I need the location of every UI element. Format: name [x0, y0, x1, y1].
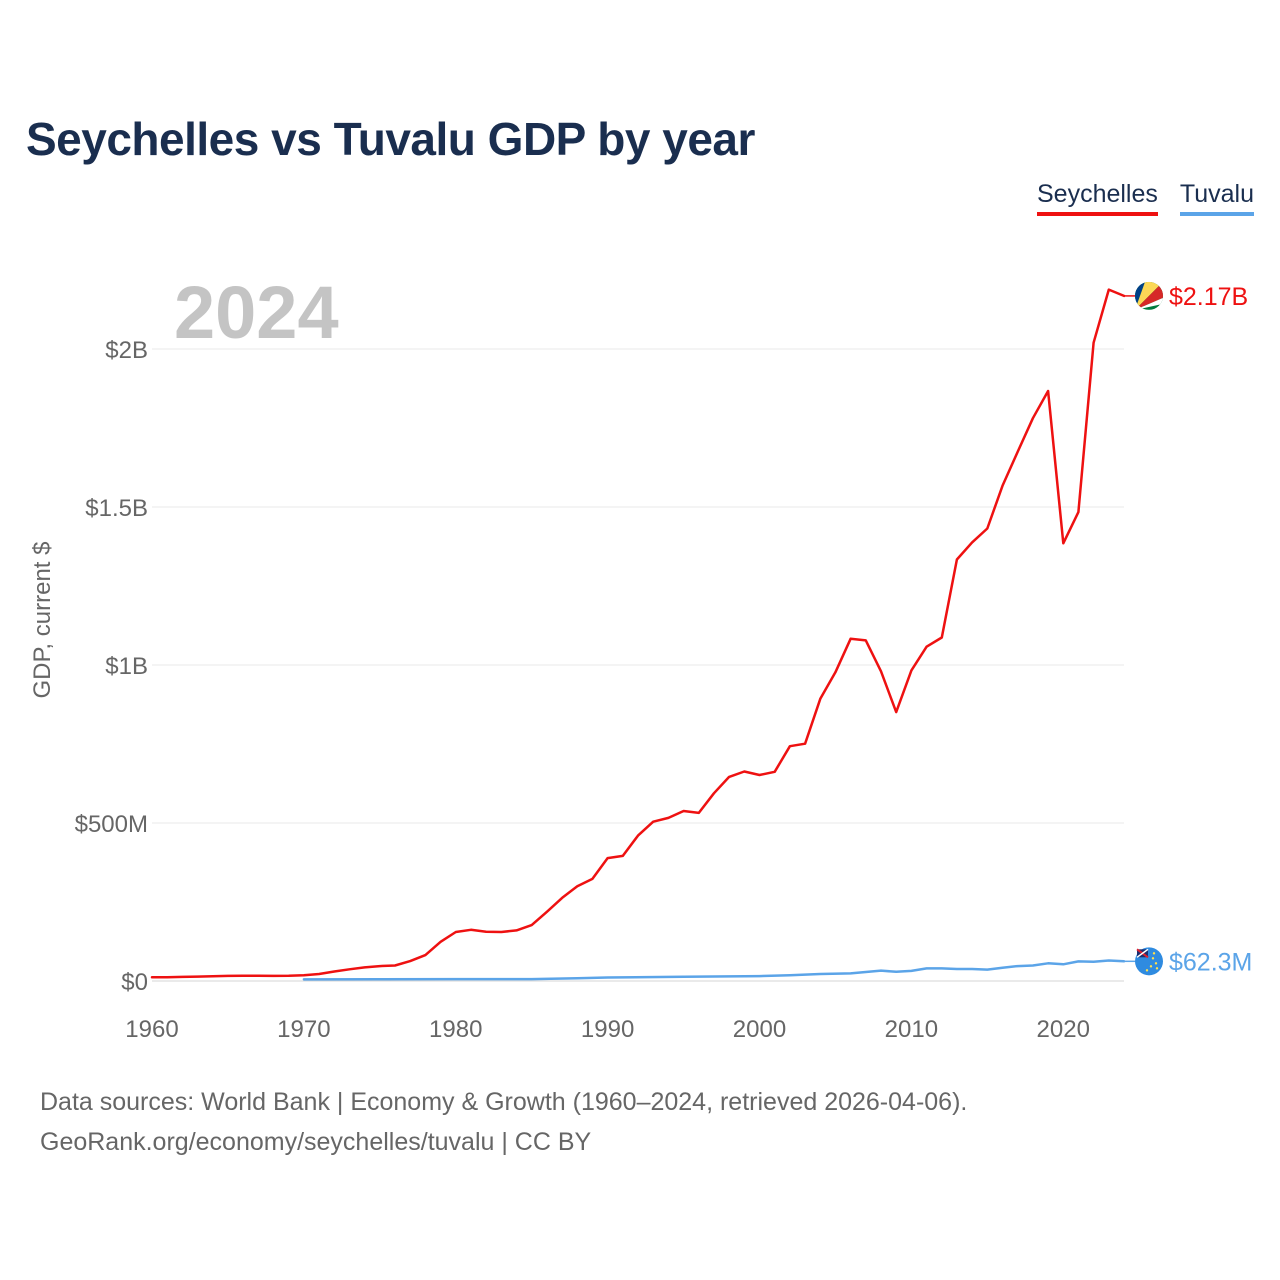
- y-tick-label: $500M: [75, 811, 148, 838]
- x-tick-label: 1970: [277, 1016, 330, 1043]
- legend-item-seychelles[interactable]: Seychelles: [1036, 180, 1158, 216]
- source-line-1: Data sources: World Bank | Economy & Gro…: [40, 1088, 968, 1116]
- x-tick-label: 1980: [429, 1016, 482, 1043]
- year-watermark: 2024: [174, 271, 339, 354]
- tuvalu-flag-icon: [1135, 947, 1163, 976]
- end-value-label-seychelles: $2.17B: [1169, 283, 1248, 311]
- y-tick-label: $2B: [105, 337, 148, 364]
- x-tick-label: 2000: [733, 1016, 786, 1043]
- legend: Seychelles Tuvalu: [1036, 180, 1254, 216]
- x-tick-label: 2020: [1037, 1016, 1090, 1043]
- chart-title: Seychelles vs Tuvalu GDP by year: [26, 113, 755, 165]
- x-tick-label: 1990: [581, 1016, 634, 1043]
- source-note: Data sources: World Bank | Economy & Gro…: [40, 1082, 967, 1162]
- x-axis-ticks: 1960 1970 1980 1990 2000 2010 2020: [125, 1016, 1090, 1043]
- y-tick-label: $0: [121, 969, 148, 996]
- end-value-label-tuvalu: $62.3M: [1169, 948, 1252, 976]
- gridlines: [152, 348, 1124, 982]
- y-tick-label: $1.5B: [85, 495, 148, 522]
- y-axis-title: GDP, current $: [29, 542, 56, 699]
- line-chart: 2024 $0 $500M $1B $1.5B $2B 1960 1970 1980 1990…: [29, 271, 1252, 1043]
- legend-item-tuvalu[interactable]: Tuvalu: [1179, 180, 1254, 216]
- series-line-tuvalu: [302, 959, 1126, 981]
- y-axis-ticks: $0 $500M $1B $1.5B $2B: [75, 337, 148, 996]
- source-line-2: GeoRank.org/economy/seychelles/tuvalu | …: [40, 1128, 592, 1156]
- end-markers: $2.17B $62.3M: [1124, 281, 1252, 976]
- series-line-seychelles: [150, 288, 1126, 979]
- y-tick-label: $1B: [105, 653, 148, 680]
- seychelles-flag-icon: [1135, 281, 1163, 310]
- x-tick-label: 2010: [885, 1016, 938, 1043]
- series: [150, 288, 1126, 981]
- x-tick-label: 1960: [125, 1016, 178, 1043]
